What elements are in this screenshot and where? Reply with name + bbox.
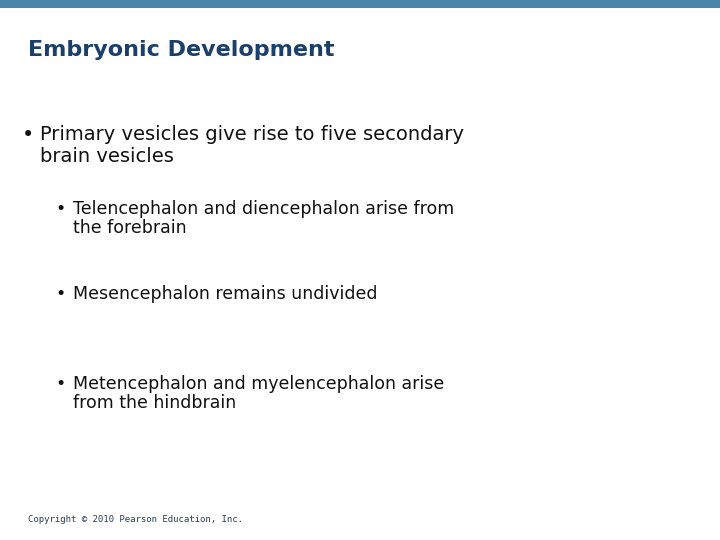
- Text: Embryonic Development: Embryonic Development: [28, 40, 335, 60]
- Text: from the hindbrain: from the hindbrain: [73, 394, 236, 412]
- Text: •: •: [55, 375, 66, 393]
- Text: •: •: [22, 125, 35, 145]
- Text: •: •: [55, 200, 66, 218]
- Bar: [0, 0, 720, 8]
- Text: Mesencephalon remains undivided: Mesencephalon remains undivided: [73, 285, 377, 303]
- Text: Metencephalon and myelencephalon arise: Metencephalon and myelencephalon arise: [73, 375, 444, 393]
- Text: Primary vesicles give rise to five secondary: Primary vesicles give rise to five secon…: [40, 125, 464, 144]
- Text: Copyright © 2010 Pearson Education, Inc.: Copyright © 2010 Pearson Education, Inc.: [28, 515, 243, 524]
- Text: the forebrain: the forebrain: [73, 219, 186, 237]
- Text: •: •: [55, 285, 66, 303]
- Text: Telencephalon and diencephalon arise from: Telencephalon and diencephalon arise fro…: [73, 200, 454, 218]
- Text: brain vesicles: brain vesicles: [40, 147, 174, 166]
